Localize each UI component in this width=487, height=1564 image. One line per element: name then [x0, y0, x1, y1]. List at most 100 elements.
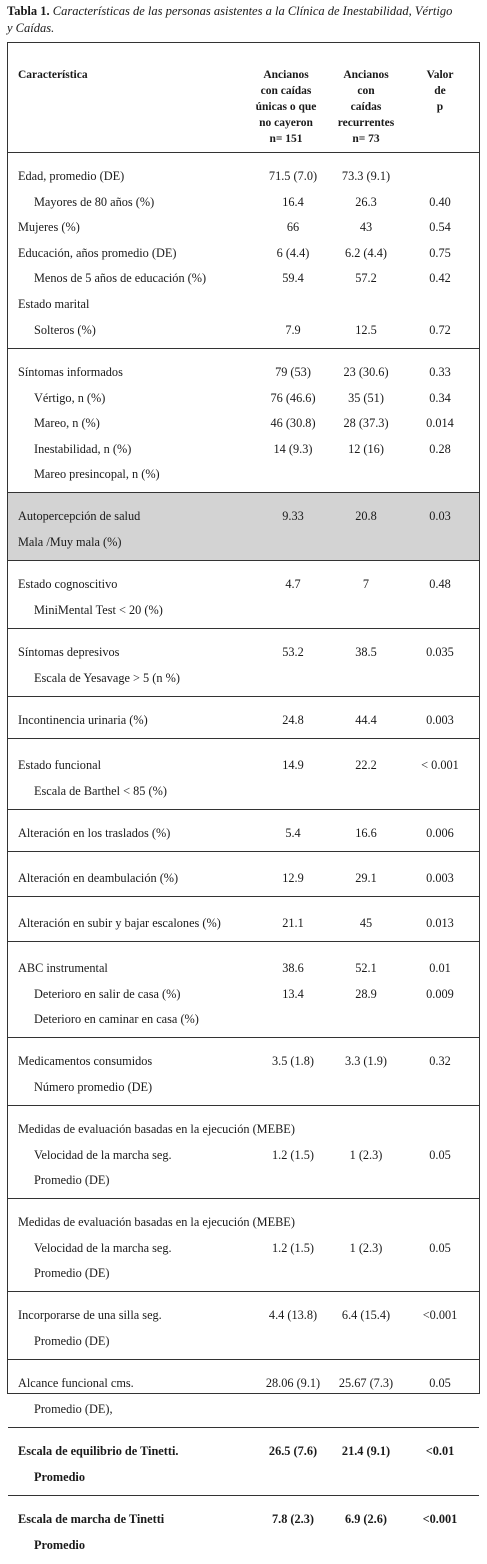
cell-single-fallers: 28.06 (9.1)	[265, 1376, 321, 1390]
table-row: Autopercepción de salud 9.33 20.8 0.03	[8, 507, 479, 525]
cell-p-value: 0.003	[426, 871, 454, 885]
table-row: Deterioro en caminar en casa (%)	[8, 1010, 479, 1028]
table-row: Incontinencia urinaria (%) 24.8 44.4 0.003	[8, 711, 479, 729]
cell-recurrent-fallers: 52.1	[355, 961, 377, 975]
cell-single-fallers: 46 (30.8)	[270, 416, 316, 430]
row-label: Incorporarse de una silla seg.	[18, 1308, 162, 1322]
header-col1-line: Ancianos	[263, 69, 309, 81]
table-row: Edad, promedio (DE) 71.5 (7.0) 73.3 (9.1)	[8, 167, 479, 185]
table-group: Estado funcional 14.9 22.2 < 0.001 Escala de…	[8, 742, 479, 810]
cell-single-fallers: 59.4	[282, 271, 304, 285]
cell-p-value: 0.014	[426, 416, 454, 430]
cell-single-fallers: 6 (4.4)	[276, 246, 310, 260]
cell-recurrent-fallers: 26.3	[355, 195, 377, 209]
cell-single-fallers: 1.2 (1.5)	[271, 1148, 314, 1162]
table-group: Escala de equilibrio de Tinetti. 26.5 (7.…	[8, 1428, 479, 1496]
row-label: Síntomas informados	[18, 365, 123, 379]
table-row: Vértigo, n (%) 76 (46.6) 35 (51) 0.34	[8, 389, 479, 407]
table-group: Estado cognoscitivo 4.7 7 0.48 MiniMental Te…	[8, 561, 479, 629]
header-characteristic: Característica	[18, 69, 88, 81]
table-row: Educación, años promedio (DE) 6 (4.4) 6.2 …	[8, 244, 479, 262]
cell-recurrent-fallers: 6.9 (2.6)	[344, 1512, 387, 1526]
cell-single-fallers: 24.8	[282, 713, 304, 727]
cell-recurrent-fallers: 29.1	[355, 871, 377, 885]
cell-p-value: 0.05	[429, 1376, 451, 1390]
row-label: Promedio (DE)	[34, 1173, 110, 1187]
table-row: Síntomas depresivos 53.2 38.5 0.035	[8, 643, 479, 661]
data-table: Característica Ancianos con caídas única…	[7, 42, 480, 1552]
table-row: Incorporarse de una silla seg. 4.4 (13.8)…	[8, 1306, 479, 1324]
header-col3: Valor de p	[408, 67, 472, 115]
table-group: Medicamentos consumidos 3.5 (1.8) 3.3 (1.9…	[8, 1038, 479, 1106]
cell-p-value: 0.48	[429, 577, 451, 591]
table-row: Promedio	[8, 1536, 479, 1554]
row-label: Mala /Muy mala (%)	[18, 535, 122, 549]
cell-p-value: 0.05	[429, 1241, 451, 1255]
cell-p-value: 0.54	[429, 220, 451, 234]
row-label: Mareo, n (%)	[34, 416, 100, 430]
row-label: Edad, promedio (DE)	[18, 169, 125, 183]
caption-text-line1: Características de las personas asistent…	[52, 4, 453, 18]
header-col2: Ancianos con caídas recurrentes n= 73	[330, 67, 402, 147]
cell-p-value: 0.01	[429, 961, 451, 975]
header-col1-line: no cayeron	[259, 117, 313, 129]
table-row: Estado funcional 14.9 22.2 < 0.001	[8, 756, 479, 774]
cell-single-fallers: 4.7	[285, 577, 301, 591]
table-row: Mala /Muy mala (%)	[8, 533, 479, 551]
cell-p-value: 0.009	[426, 987, 454, 1001]
cell-single-fallers: 5.4	[285, 826, 301, 840]
table-row: Promedio	[8, 1468, 479, 1486]
cell-p-value: <0.001	[422, 1308, 458, 1322]
header-col2-line: n= 73	[352, 133, 380, 145]
cell-single-fallers: 38.6	[282, 961, 304, 975]
header-col1-line: únicas o que	[255, 101, 317, 113]
row-label: Escala de Yesavage > 5 (n %)	[34, 671, 180, 685]
cell-p-value: < 0.001	[421, 758, 459, 772]
table-group: Alteración en los traslados (%) 5.4 16.6 0.…	[8, 810, 479, 852]
row-label: Deterioro en caminar en casa (%)	[34, 1012, 199, 1026]
table-row: Mayores de 80 años (%) 16.4 26.3 0.40	[8, 193, 479, 211]
cell-p-value: 0.40	[429, 195, 451, 209]
table-row: Alteración en los traslados (%) 5.4 16.6 0.…	[8, 824, 479, 842]
row-label: Mujeres (%)	[18, 220, 80, 234]
cell-p-value: 0.34	[429, 391, 451, 405]
table-group: ABC instrumental 38.6 52.1 0.01 Deterioro en…	[8, 945, 479, 1038]
table-row: MiniMental Test < 20 (%)	[8, 601, 479, 619]
row-label: Promedio (DE)	[34, 1266, 110, 1280]
header-col2-line: con	[357, 85, 375, 97]
row-label: Número promedio (DE)	[34, 1080, 153, 1094]
cell-p-value: <0.01	[425, 1444, 455, 1458]
table-row: Medicamentos consumidos 3.5 (1.8) 3.3 (1.9…	[8, 1052, 479, 1070]
header-col1-line: n= 151	[269, 133, 303, 145]
table-row: ABC instrumental 38.6 52.1 0.01	[8, 959, 479, 977]
row-label: Medidas de evaluación basadas en la ejec…	[18, 1215, 295, 1229]
cell-single-fallers: 14 (9.3)	[273, 442, 313, 456]
row-label: Escala de marcha de Tinetti	[18, 1512, 165, 1526]
cell-single-fallers: 16.4	[282, 195, 304, 209]
table-group: Alcance funcional cms. 28.06 (9.1) 25.67 (…	[8, 1360, 479, 1428]
table-row: Escala de Yesavage > 5 (n %)	[8, 669, 479, 687]
row-label: Inestabilidad, n (%)	[34, 442, 132, 456]
cell-single-fallers: 71.5 (7.0)	[268, 169, 318, 183]
row-label: Promedio	[34, 1538, 86, 1552]
cell-single-fallers: 66	[286, 220, 300, 234]
row-label: Medicamentos consumidos	[18, 1054, 153, 1068]
table-row: Medidas de evaluación basadas en la ejec…	[8, 1213, 479, 1231]
row-label: Promedio (DE)	[34, 1334, 110, 1348]
table-row: Inestabilidad, n (%) 14 (9.3) 12 (16) 0.28	[8, 440, 479, 458]
cell-single-fallers: 13.4	[282, 987, 304, 1001]
header-col3-line: de	[434, 85, 446, 97]
table-row: Estado cognoscitivo 4.7 7 0.48	[8, 575, 479, 593]
table-group: Medidas de evaluación basadas en la ejec…	[8, 1199, 479, 1292]
table-group: Síntomas depresivos 53.2 38.5 0.035 Escala d…	[8, 629, 479, 697]
row-label: Medidas de evaluación basadas en la ejec…	[18, 1122, 295, 1136]
table-row: Promedio (DE)	[8, 1171, 479, 1189]
cell-recurrent-fallers: 20.8	[355, 509, 377, 523]
cell-p-value: 0.28	[429, 442, 451, 456]
table-row: Mareo, n (%) 46 (30.8) 28 (37.3) 0.014	[8, 414, 479, 432]
cell-p-value: 0.33	[429, 365, 451, 379]
table-caption: Tabla 1. Características de las personas…	[7, 3, 485, 37]
row-label: Deterioro en salir de casa (%)	[34, 987, 181, 1001]
cell-single-fallers: 3.5 (1.8)	[271, 1054, 314, 1068]
row-label: Estado funcional	[18, 758, 101, 772]
